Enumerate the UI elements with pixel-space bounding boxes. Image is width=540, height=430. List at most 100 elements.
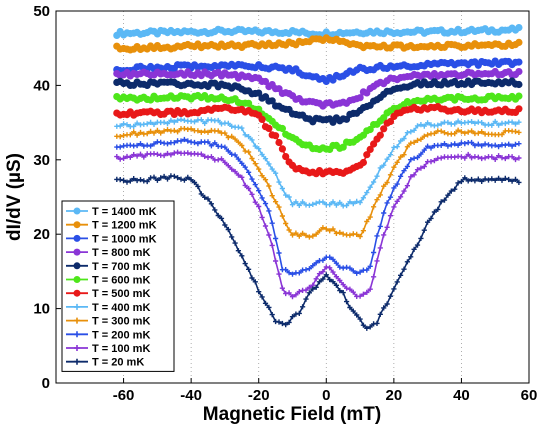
legend-marker xyxy=(73,207,81,215)
data-point xyxy=(445,119,451,126)
data-point xyxy=(229,234,235,240)
data-point xyxy=(350,201,356,207)
data-point xyxy=(428,145,434,151)
data-point xyxy=(151,130,157,136)
data-point xyxy=(282,153,290,161)
data-point xyxy=(235,156,241,162)
data-point xyxy=(171,150,177,156)
data-point xyxy=(191,139,198,146)
data-point xyxy=(215,212,221,219)
data-point xyxy=(261,77,270,86)
data-point xyxy=(262,156,269,162)
legend-label: T = 20 mK xyxy=(92,357,144,369)
data-point xyxy=(296,289,302,295)
data-point xyxy=(296,202,302,208)
data-point xyxy=(171,127,177,134)
data-point xyxy=(127,154,133,160)
data-point xyxy=(215,157,221,163)
series-path xyxy=(116,175,520,330)
data-point xyxy=(482,155,488,161)
data-point xyxy=(229,166,235,172)
data-point xyxy=(381,183,387,189)
legend-marker xyxy=(74,358,80,365)
data-point xyxy=(320,199,326,205)
legend-entry: T = 1200 mK xyxy=(66,220,157,232)
data-point xyxy=(506,176,512,183)
data-point xyxy=(469,139,475,146)
data-point xyxy=(462,175,468,181)
data-point xyxy=(343,115,351,123)
data-point xyxy=(425,219,431,225)
data-point xyxy=(364,289,370,295)
data-point xyxy=(269,242,275,248)
data-point xyxy=(175,129,181,135)
data-point xyxy=(414,154,421,161)
data-point xyxy=(431,130,437,136)
data-point xyxy=(252,161,258,167)
data-point xyxy=(394,159,400,165)
data-point xyxy=(232,240,238,246)
data-point xyxy=(131,123,137,129)
axis-ticks: -60 -40 -20 0 20 40 60 0 10 20 30 40 50 xyxy=(33,3,537,404)
data-point xyxy=(262,201,269,207)
data-point xyxy=(313,276,319,282)
data-point xyxy=(225,148,231,154)
data-point xyxy=(262,300,269,306)
data-point xyxy=(137,141,144,147)
data-point xyxy=(516,129,522,135)
data-point xyxy=(300,304,306,310)
data-point xyxy=(421,147,427,153)
legend-marker xyxy=(73,248,81,256)
data-point xyxy=(438,128,444,134)
data-point xyxy=(242,164,248,170)
legend-entry: T = 100 mK xyxy=(66,343,150,355)
data-point xyxy=(191,179,198,186)
data-point xyxy=(195,141,201,147)
data-point xyxy=(394,198,400,204)
data-point xyxy=(121,155,127,161)
data-point xyxy=(249,155,255,162)
data-point xyxy=(404,183,410,189)
data-point xyxy=(242,261,248,267)
data-point xyxy=(357,199,363,206)
data-point xyxy=(438,142,444,148)
data-point xyxy=(475,176,481,182)
data-point xyxy=(347,265,353,271)
data-point xyxy=(364,267,370,273)
data-point xyxy=(239,125,245,131)
data-point xyxy=(418,165,424,171)
data-point xyxy=(458,140,464,146)
legend-marker xyxy=(74,331,80,338)
data-point xyxy=(283,322,289,328)
data-point xyxy=(377,192,383,198)
data-point xyxy=(333,202,339,208)
data-point xyxy=(394,144,400,150)
data-point xyxy=(127,132,133,138)
data-point xyxy=(266,304,272,310)
data-point xyxy=(131,129,137,135)
data-point xyxy=(235,139,241,145)
data-point xyxy=(202,194,208,200)
plot-frame xyxy=(55,10,530,384)
data-point xyxy=(515,80,523,89)
data-point xyxy=(391,286,397,292)
data-point xyxy=(367,324,373,330)
data-point xyxy=(333,230,339,236)
data-point xyxy=(171,173,177,179)
data-point xyxy=(323,226,329,232)
data-point xyxy=(384,200,390,206)
data-point xyxy=(472,143,478,149)
legend-label: T = 800 mK xyxy=(92,247,150,259)
data-point xyxy=(178,138,184,144)
legend-label: T = 200 mK xyxy=(92,329,150,341)
data-point xyxy=(141,154,147,160)
data-point xyxy=(124,122,130,128)
data-point xyxy=(168,152,174,158)
data-point xyxy=(475,141,481,147)
data-point xyxy=(391,185,397,191)
data-point xyxy=(465,151,471,158)
data-point xyxy=(492,177,498,183)
legend-marker xyxy=(74,345,80,351)
data-point xyxy=(418,136,424,142)
data-point xyxy=(458,178,464,185)
